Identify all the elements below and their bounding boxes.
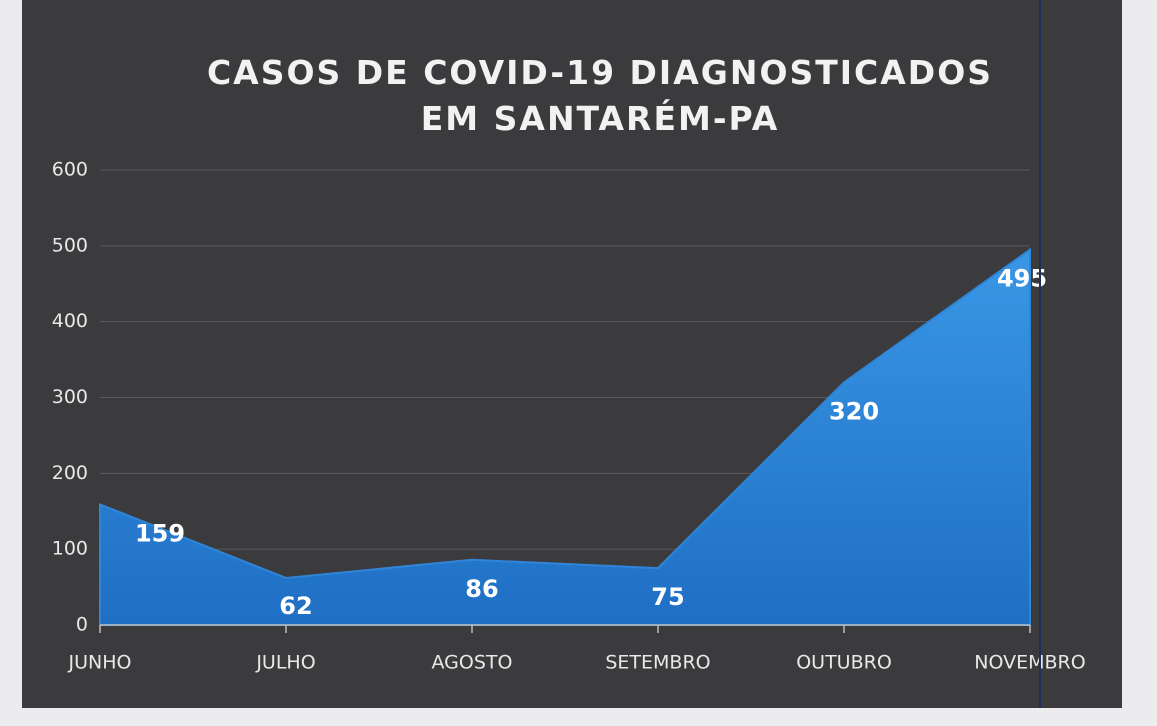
y-tick-label: 200 [52,462,88,484]
x-tick-label: OUTUBRO [796,652,892,674]
data-label: 495 [997,265,1047,293]
data-label: 320 [829,397,879,425]
x-tick-label: AGOSTO [432,652,513,674]
y-tick-label: 300 [52,386,88,408]
y-tick-label: 100 [52,538,88,560]
data-label: 86 [465,575,498,603]
y-tick-label: 500 [52,234,88,256]
y-tick-label: 400 [52,310,88,332]
data-label: 159 [135,519,185,547]
chart-title: CASOS DE COVID-19 DIAGNOSTICADOS EM SANT… [206,53,994,138]
data-label: 75 [651,583,684,611]
area [99,247,1031,626]
data-label: 62 [279,592,312,620]
x-tick-label: SETEMBRO [605,652,710,674]
y-tick-label: 0 [76,614,88,636]
x-tick-label: NOVEMBRO [974,652,1085,674]
y-tick-label: 600 [52,159,88,181]
x-tick-label: JUNHO [68,652,132,674]
x-tick-label: JULHO [255,652,315,674]
